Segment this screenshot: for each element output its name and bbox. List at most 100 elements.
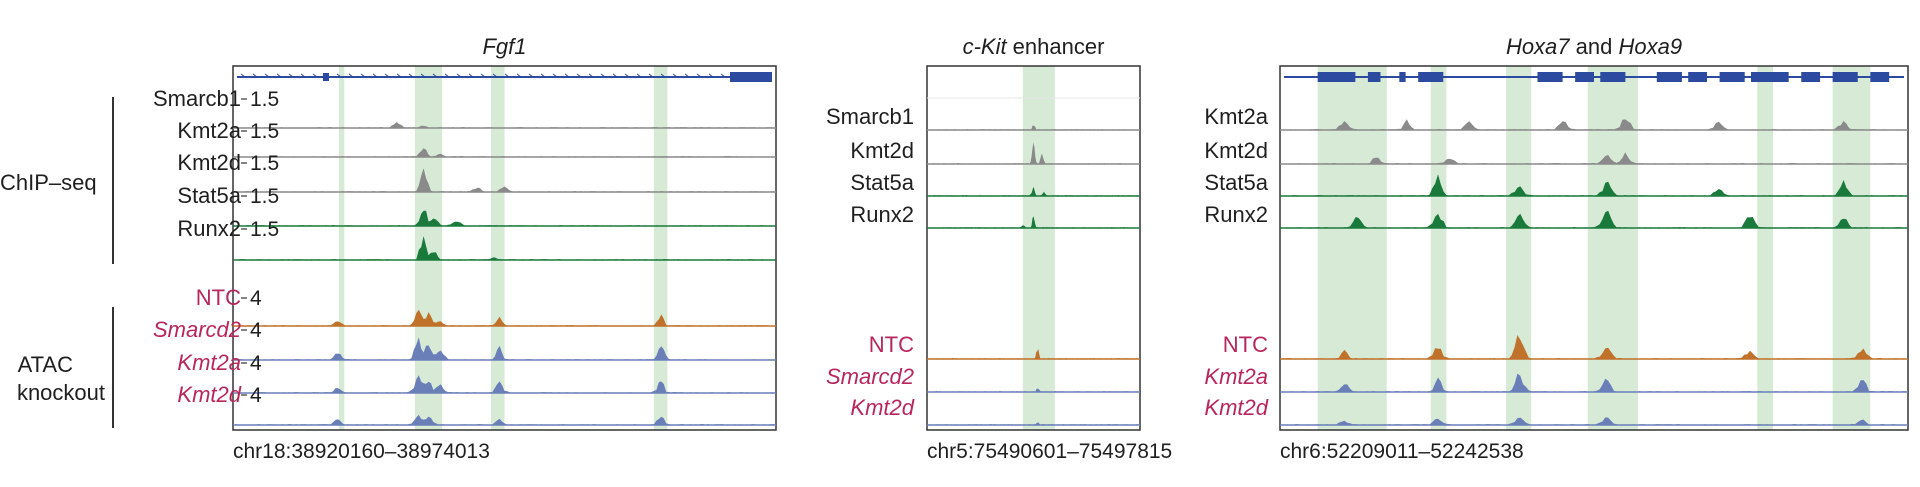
- chip-track-label: Kmt2d: [850, 138, 914, 163]
- gene-exon: [1832, 72, 1858, 82]
- gene-strand-tick: [348, 73, 354, 78]
- atac-track-label: Kmt2a: [177, 350, 241, 375]
- gene-exon: [1688, 72, 1708, 82]
- atac-track-label: Smarcd2: [153, 317, 241, 342]
- gene-exon: [1418, 72, 1444, 82]
- gene-exon: [323, 73, 329, 81]
- gene-strand-tick: [252, 73, 258, 78]
- genomic-coordinate: chr6:52209011–52242538: [1280, 440, 1524, 463]
- highlight-band: [490, 66, 505, 430]
- atac-track-label: Kmt2d: [1204, 395, 1268, 420]
- track-scale-label: 4: [250, 384, 262, 407]
- gene-exon: [1399, 72, 1406, 82]
- track-scale-label: 4: [250, 287, 262, 310]
- gene-strand-tick: [264, 73, 270, 78]
- highlight-band: [414, 66, 443, 430]
- gene-strand-tick: [336, 73, 342, 78]
- highlight-band: [1506, 66, 1532, 430]
- gene-exon: [1719, 72, 1745, 82]
- gene-exon: [1575, 72, 1594, 82]
- panel-frame: [232, 65, 777, 431]
- gene-strand-tick: [564, 73, 570, 78]
- highlight-band: [1587, 66, 1638, 430]
- highlight-band: [1757, 66, 1773, 430]
- panel-title-part: Hoxa9: [1618, 34, 1682, 59]
- signal-track: [1282, 417, 1906, 425]
- atac-track-label: NTC: [1223, 332, 1268, 357]
- gene-strand-tick: [684, 73, 690, 78]
- atac-track-label: Smarcd2: [826, 364, 914, 389]
- signal-track: [1282, 335, 1906, 359]
- panel-ckit: c-Kit enhancer Smarcb1 Kmt2d Stat5a Runx2 NTC…: [826, 34, 1172, 463]
- group-label-knockout: knockout: [17, 380, 105, 405]
- atac-track-label: Kmt2a: [1204, 364, 1268, 389]
- panel-frame: [926, 65, 1141, 431]
- gene-exon: [1656, 72, 1682, 82]
- gene-strand-tick: [492, 73, 498, 78]
- gene-strand-tick: [516, 73, 522, 78]
- signal-track: [1282, 119, 1906, 130]
- group-label-atac: ATAC: [18, 352, 74, 377]
- gene-strand-tick: [300, 73, 306, 78]
- genomic-coordinate: chr5:75490601–75497815: [927, 440, 1172, 463]
- highlight-band: [338, 66, 345, 430]
- gene-strand-tick: [240, 73, 246, 78]
- gene-strand-tick: [624, 73, 630, 78]
- gene-strand-tick: [576, 73, 582, 78]
- gene-strand-tick: [480, 73, 486, 78]
- signal-track: [1282, 174, 1906, 196]
- panel-fgf1: Fgf1 Smarcb1 1.5 Kmt2a 1.5 Kmt2d 1.5 Stat5a 1.5 R…: [153, 34, 777, 463]
- panel-title: c-Kit enhancer: [963, 34, 1105, 59]
- highlight-band: [1832, 66, 1871, 430]
- panel-title-part: Hoxa7: [1506, 34, 1570, 59]
- highlight-band: [653, 66, 668, 430]
- chip-track-label: Runx2: [177, 216, 241, 241]
- genomic-coordinate: chr18:38920160–38974013: [233, 440, 490, 463]
- chip-track-label: Smarcb1: [153, 86, 241, 111]
- panel-title: Hoxa7 and Hoxa9: [1506, 34, 1682, 59]
- gene-strand-tick: [372, 73, 378, 78]
- atac-track-label: Kmt2d: [850, 395, 914, 420]
- panel-hoxa: Hoxa7 and Hoxa9 Kmt2a Kmt2d Stat5a Runx2 NTC K…: [1204, 34, 1909, 463]
- signal-track: [1282, 373, 1906, 392]
- gene-strand-tick: [468, 73, 474, 78]
- gene-strand-tick: [456, 73, 462, 78]
- gene-strand-tick: [660, 73, 666, 78]
- gene-strand-tick: [600, 73, 606, 78]
- panel-title-part: c-Kit: [963, 34, 1008, 59]
- gene-strand-tick: [360, 73, 366, 78]
- gene-strand-tick: [552, 73, 558, 78]
- signal-track: [929, 186, 1138, 196]
- highlight-band: [1022, 66, 1055, 430]
- gene-strand-tick: [588, 73, 594, 78]
- highlight-band: [1317, 66, 1387, 430]
- chip-track-label: Kmt2d: [1204, 138, 1268, 163]
- gene-exon: [1367, 72, 1381, 82]
- atac-track-label: NTC: [869, 332, 914, 357]
- highlight-band: [1430, 66, 1447, 430]
- panel-frame: [1279, 65, 1909, 431]
- gene-strand-tick: [288, 73, 294, 78]
- track-scale-label: 4: [250, 319, 262, 342]
- track-scale-label: 1.5: [250, 120, 279, 143]
- gene-strand-tick: [396, 73, 402, 78]
- chip-track-label: Kmt2d: [177, 150, 241, 175]
- track-scale-label: 1.5: [250, 185, 279, 208]
- gene-exon: [730, 72, 772, 82]
- gene-strand-tick: [696, 73, 702, 78]
- panel-title-part: enhancer: [1007, 34, 1105, 59]
- panel-title-part: Fgf1: [482, 34, 526, 59]
- signal-track: [929, 216, 1138, 228]
- chip-track-label: Runx2: [850, 202, 914, 227]
- gene-strand-tick: [432, 73, 438, 78]
- gene-exon: [1600, 72, 1626, 82]
- atac-track-label: NTC: [196, 285, 241, 310]
- chip-track-label: Runx2: [1204, 202, 1268, 227]
- track-scale-label: 1.5: [250, 152, 279, 175]
- gene-strand-tick: [612, 73, 618, 78]
- gene-strand-tick: [444, 73, 450, 78]
- gene-exon: [1751, 72, 1789, 82]
- signal-track: [929, 125, 1138, 130]
- gene-strand-tick: [708, 73, 714, 78]
